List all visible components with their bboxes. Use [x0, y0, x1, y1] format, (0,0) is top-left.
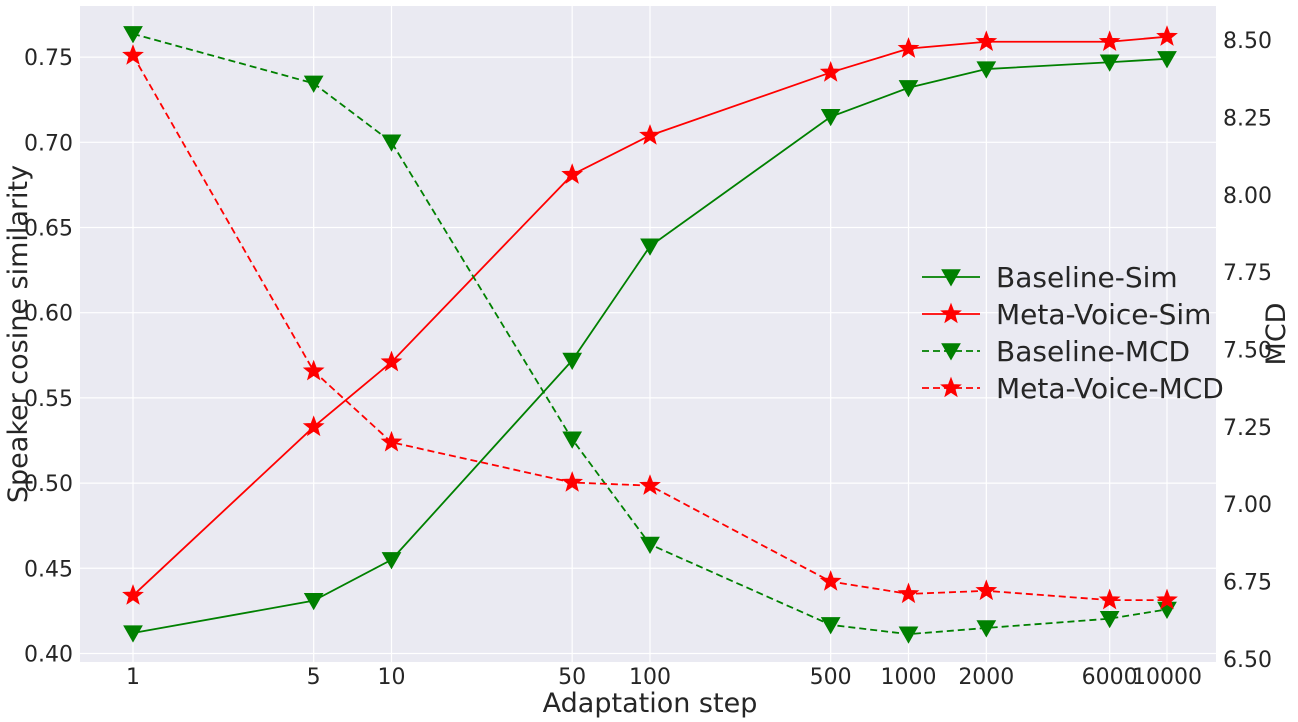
y-tick-label: 0.55 [24, 387, 73, 412]
legend-label: Baseline-Sim [996, 261, 1178, 294]
legend-marker [941, 343, 961, 361]
x-tick-label: 1 [126, 665, 140, 690]
data-point [1157, 51, 1177, 69]
data-point [122, 44, 144, 65]
y-tick-label: 0.70 [24, 131, 73, 156]
y-tick-label: 0.65 [24, 217, 73, 242]
data-point [820, 617, 841, 635]
y2-tick-label: 8.50 [1223, 29, 1272, 54]
data-point [819, 61, 842, 82]
y-tick-label: 0.40 [24, 642, 73, 667]
data-point [381, 552, 402, 570]
legend-item: Baseline-MCD [922, 335, 1190, 368]
legend-marker [941, 269, 961, 287]
data-point [820, 109, 841, 127]
x-tick-label: 5 [307, 665, 321, 690]
plot-background [80, 6, 1216, 662]
y2-tick-label: 7.50 [1223, 338, 1272, 363]
x-tick-label: 1000 [881, 665, 937, 690]
data-point [1098, 588, 1121, 610]
y2-tick-label: 7.75 [1223, 261, 1272, 286]
data-point [640, 238, 660, 256]
x-tick-label: 10 [378, 665, 406, 690]
x-tick-label: 50 [558, 665, 586, 690]
y2-tick-label: 6.75 [1223, 571, 1272, 596]
series-line [132, 57, 1168, 634]
data-point [123, 625, 143, 643]
legend-marker [940, 302, 962, 324]
data-point [1099, 610, 1120, 629]
series-line [132, 35, 1168, 597]
data-point [1156, 25, 1178, 46]
data-point [1099, 54, 1120, 72]
data-point [562, 431, 583, 449]
x-tick-label: 2000 [958, 665, 1014, 690]
x-tick-label: 10000 [1132, 665, 1202, 690]
y-tick-label: 0.50 [24, 472, 73, 497]
data-point [639, 124, 661, 145]
data-point [380, 350, 403, 372]
y-axis-title: Speaker cosine similarity [3, 165, 34, 503]
legend-item: Meta-Voice-Sim [922, 298, 1211, 331]
legend: Baseline-Sim Meta-Voice-Sim Baseline-MCD Me… [922, 261, 1224, 405]
series-layer [122, 25, 1178, 644]
data-point [561, 471, 584, 492]
y-tick-label: 0.45 [24, 557, 73, 582]
series-line [132, 55, 1167, 602]
data-point [1156, 588, 1178, 610]
data-point [975, 30, 998, 52]
data-point [381, 134, 402, 152]
y2-tick-label: 8.00 [1223, 184, 1272, 209]
series-meta-voice-mcd [122, 44, 1178, 610]
data-point [1098, 30, 1121, 52]
data-point [975, 579, 998, 601]
x-tick-label: 6000 [1082, 665, 1138, 690]
y-tick-label: 0.60 [24, 302, 73, 327]
legend-label: Meta-Voice-Sim [996, 298, 1211, 331]
y2-tick-label: 7.00 [1223, 493, 1272, 518]
series-meta-voice-sim [122, 25, 1178, 605]
x-tick-label: 100 [629, 665, 671, 690]
data-point [561, 163, 584, 184]
data-point [976, 61, 997, 79]
data-point [976, 620, 997, 638]
data-point [123, 26, 143, 44]
data-point [898, 626, 919, 644]
y2-tick-label: 6.50 [1223, 648, 1272, 673]
data-point [897, 582, 920, 604]
y2-tick-label: 8.25 [1223, 106, 1272, 131]
series-line [132, 32, 1168, 636]
data-point [303, 75, 324, 93]
y-tick-label: 0.75 [24, 46, 73, 71]
y2-axis-title: MCD [1261, 303, 1292, 366]
data-point [380, 430, 403, 452]
data-point [302, 359, 325, 381]
legend-label: Baseline-MCD [996, 335, 1190, 368]
data-point [819, 570, 842, 591]
data-point [898, 80, 919, 98]
legend-marker [940, 376, 962, 398]
data-point [897, 37, 920, 58]
legend-label: Meta-Voice-MCD [996, 372, 1224, 405]
data-point [302, 415, 325, 437]
series-baseline-sim [123, 51, 1177, 643]
data-point [639, 474, 661, 495]
legend-item: Meta-Voice-MCD [922, 372, 1224, 405]
y2-tick-label: 7.25 [1223, 416, 1272, 441]
x-tick-label: 500 [810, 665, 852, 690]
data-point [640, 536, 660, 554]
x-axis-title: Adaptation step [543, 688, 758, 719]
series-baseline-mcd [123, 26, 1177, 644]
data-point [122, 584, 144, 605]
data-point [303, 592, 324, 611]
data-point [562, 352, 583, 370]
legend-item: Baseline-Sim [922, 261, 1178, 294]
